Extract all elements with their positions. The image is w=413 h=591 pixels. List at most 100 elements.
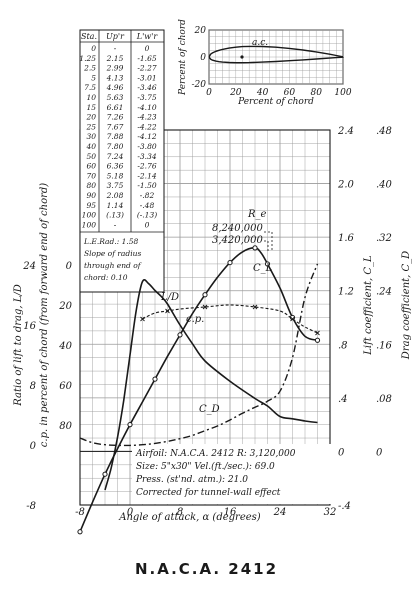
table-cell: 100 bbox=[82, 211, 97, 220]
table-cell: 5 bbox=[91, 73, 96, 82]
table-cell: -4.12 bbox=[137, 132, 156, 141]
section-x-tick: 40 bbox=[256, 88, 269, 98]
table-cell: 7.24 bbox=[107, 152, 124, 161]
table-cell: 1.25 bbox=[79, 54, 96, 63]
info-line: Corrected for tunnel-wall effect bbox=[136, 488, 281, 498]
figure-title: N.A.C.A. 2412 bbox=[134, 560, 279, 578]
table-cell: - bbox=[114, 220, 117, 229]
table-cell: -1.50 bbox=[137, 181, 156, 190]
cp-axis-label: c.p. in percent of chord (from forward e… bbox=[39, 183, 50, 447]
section-y-tick: 0 bbox=[200, 53, 206, 63]
info-line: Airfoil: N.A.C.A. 2412 R: 3,120,000 bbox=[135, 449, 296, 459]
table-cell: 70 bbox=[86, 171, 96, 180]
x-tick-label: 32 bbox=[324, 507, 337, 518]
info-box-backdrop bbox=[132, 444, 340, 504]
table-cell: 40 bbox=[85, 142, 96, 151]
data-point bbox=[264, 261, 271, 267]
section-x-tick: 0 bbox=[206, 88, 212, 98]
table-cell: 90 bbox=[86, 191, 96, 200]
table-cell: 20 bbox=[85, 113, 96, 122]
table-cell: 30 bbox=[86, 132, 96, 141]
table-cell: 2.5 bbox=[83, 64, 96, 73]
cp-tick-label: 40 bbox=[58, 341, 72, 352]
series-line-c-p- bbox=[142, 304, 318, 334]
data-point bbox=[252, 304, 258, 310]
ld-tick-label: 24 bbox=[22, 261, 36, 272]
table-cell: 0 bbox=[145, 220, 150, 229]
section-x-tick: 20 bbox=[229, 88, 242, 98]
data-point bbox=[227, 259, 233, 266]
cl-axis-label: Lift coefficient, C_L bbox=[363, 255, 374, 356]
table-cell: (-.13) bbox=[137, 211, 157, 220]
cp-tick-label: 20 bbox=[58, 301, 72, 312]
cd-axis-label: Drag coefficient, C_D bbox=[401, 251, 412, 360]
table-note: chord: 0.10 bbox=[84, 273, 128, 282]
re-label: R_e bbox=[247, 209, 267, 220]
table-cell: -2.27 bbox=[137, 64, 156, 73]
aerodynamic-center-label: a.c. bbox=[252, 38, 268, 48]
table-cell: 4.96 bbox=[106, 83, 124, 92]
x-tick-label: -8 bbox=[75, 507, 85, 518]
re-leader-line bbox=[264, 240, 269, 252]
table-note: Slope of radius bbox=[84, 249, 141, 258]
table-cell: -.48 bbox=[140, 201, 155, 210]
data-point bbox=[315, 330, 320, 336]
ld-tick-label: 8 bbox=[30, 381, 36, 392]
table-cell: -4.22 bbox=[137, 122, 156, 131]
table-cell: 95 bbox=[86, 201, 96, 210]
info-line: Press. (st'nd. atm.): 21.0 bbox=[135, 474, 248, 485]
cl-tick-label: 0 bbox=[338, 447, 345, 458]
cd-curve-label: C_D bbox=[199, 404, 220, 415]
test-conditions-box: Airfoil: N.A.C.A. 2412 R: 3,120,000 Size… bbox=[132, 444, 340, 504]
table-cell: 5.18 bbox=[107, 171, 124, 180]
x-tick-label: 24 bbox=[273, 507, 287, 518]
table-cell: 6.61 bbox=[107, 103, 124, 112]
section-x-tick: 100 bbox=[334, 88, 351, 98]
cd-tick-label: .32 bbox=[376, 233, 392, 244]
table-cell: 2.99 bbox=[106, 64, 124, 73]
data-point bbox=[77, 529, 83, 535]
cp-tick-label: 80 bbox=[59, 421, 72, 432]
data-point bbox=[202, 304, 208, 310]
table-cell: -3.75 bbox=[137, 93, 156, 102]
section-y-tick: -20 bbox=[192, 80, 207, 90]
ld-tick-label: 0 bbox=[30, 441, 37, 452]
table-cell: -3.34 bbox=[137, 152, 156, 161]
table-cell: (.13) bbox=[106, 211, 124, 220]
section-x-tick: 60 bbox=[284, 88, 296, 98]
cd-tick-label: .48 bbox=[376, 126, 392, 137]
table-cell: -3.80 bbox=[137, 142, 156, 151]
table-cell: 3.75 bbox=[107, 181, 124, 190]
data-point bbox=[202, 292, 208, 298]
table-cell: 4.13 bbox=[106, 73, 124, 82]
table-note: L.E.Rad.: 1.58 bbox=[83, 237, 139, 246]
re-value: 3,420,000 bbox=[212, 235, 264, 246]
table-header-lower: L'w'r bbox=[136, 32, 159, 41]
x-tick-label: 8 bbox=[177, 507, 183, 518]
aerodynamic-center-marker bbox=[240, 55, 244, 59]
cl-tick-label: 2.4 bbox=[337, 126, 354, 137]
ld-tick-label: 16 bbox=[23, 321, 36, 332]
data-point bbox=[290, 316, 295, 322]
table-cell: -4.10 bbox=[137, 103, 156, 112]
airfoil-lower-surface bbox=[208, 56, 344, 64]
table-cell: 1.14 bbox=[107, 201, 124, 210]
table-cell: 0 bbox=[145, 44, 150, 53]
data-point bbox=[127, 422, 133, 428]
table-header-upper: Up'r bbox=[106, 32, 125, 41]
table-cell: 7.88 bbox=[107, 132, 124, 141]
cl-tick-label: .4 bbox=[338, 394, 348, 405]
table-cell: -3.01 bbox=[137, 73, 156, 82]
table-cell: 5.63 bbox=[107, 93, 124, 102]
table-cell: -.82 bbox=[140, 191, 155, 200]
table-cell: 15 bbox=[86, 103, 96, 112]
table-cell: 6.36 bbox=[107, 162, 124, 171]
data-point bbox=[140, 316, 145, 322]
airfoil-upper-surface bbox=[208, 45, 344, 58]
plot-frame bbox=[79, 129, 331, 506]
data-point bbox=[314, 337, 321, 343]
x-tick-label: 16 bbox=[224, 507, 237, 518]
ordinate-table-frame bbox=[79, 29, 165, 293]
